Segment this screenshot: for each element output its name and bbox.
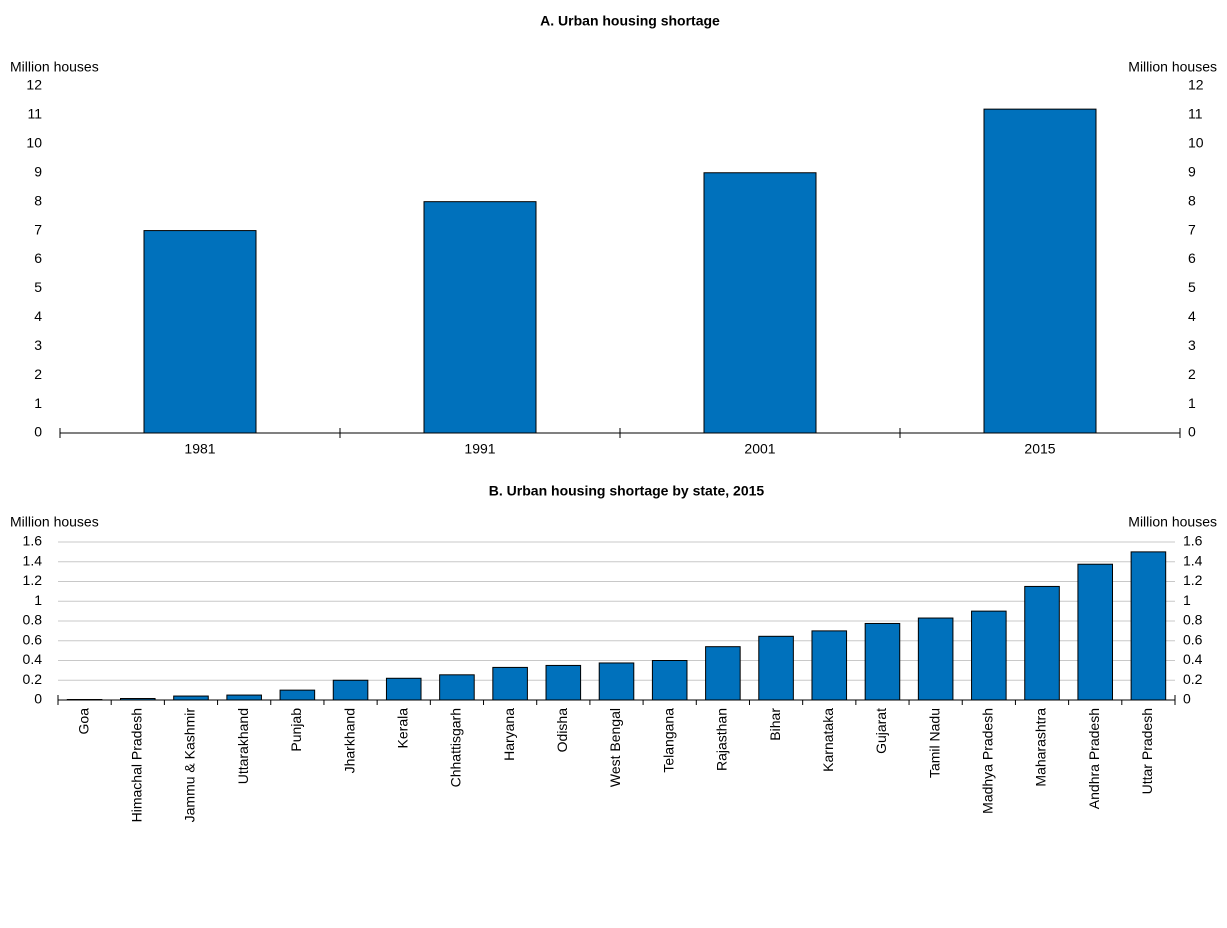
x-tick-label: Madhya Pradesh bbox=[980, 708, 996, 814]
bar bbox=[143, 230, 257, 434]
y-axis-label: Million houses bbox=[10, 59, 99, 75]
y-tick-label: 1.6 bbox=[23, 533, 43, 549]
bar bbox=[651, 660, 688, 701]
bar bbox=[983, 108, 1097, 434]
y2-tick-label: 1 bbox=[1183, 592, 1191, 608]
y-tick-label: 1 bbox=[34, 592, 42, 608]
y2-tick-label: 8 bbox=[1188, 192, 1196, 208]
y2-tick-label: 7 bbox=[1188, 221, 1196, 237]
x-tick-label: Uttar Pradesh bbox=[1139, 708, 1155, 794]
x-tick-label: Bihar bbox=[767, 708, 783, 741]
bar bbox=[811, 630, 848, 701]
y2-tick-label: 0.8 bbox=[1183, 612, 1203, 628]
x-tick-label: 2015 bbox=[1024, 441, 1055, 457]
x-tick-label: 1981 bbox=[184, 441, 215, 457]
y-axis-label: Million houses bbox=[10, 514, 99, 530]
y2-axis-label: Million houses bbox=[1128, 59, 1217, 75]
x-tick-label: Karnataka bbox=[820, 708, 836, 772]
bar bbox=[385, 677, 422, 701]
x-tick-label: Himachal Pradesh bbox=[128, 708, 144, 822]
y2-tick-label: 4 bbox=[1188, 308, 1196, 324]
bar bbox=[864, 622, 901, 701]
y2-tick-label: 0 bbox=[1183, 691, 1191, 707]
bar bbox=[226, 694, 262, 701]
bar bbox=[917, 617, 954, 701]
y2-tick-label: 1.6 bbox=[1183, 533, 1203, 549]
y2-tick-label: 6 bbox=[1188, 250, 1196, 266]
y2-tick-label: 0 bbox=[1188, 424, 1196, 440]
y-tick-label: 1.4 bbox=[23, 552, 43, 568]
bar bbox=[598, 662, 635, 701]
y2-tick-label: 1.4 bbox=[1183, 552, 1203, 568]
y2-tick-label: 11 bbox=[1188, 106, 1203, 122]
x-tick-label: Uttarakhand bbox=[235, 708, 251, 784]
bar bbox=[1130, 551, 1167, 701]
y2-tick-label: 10 bbox=[1188, 135, 1204, 151]
x-tick-label: Jammu & Kashmir bbox=[182, 708, 198, 823]
bar bbox=[492, 666, 528, 701]
bar bbox=[971, 610, 1007, 701]
x-tick-label: Gujarat bbox=[873, 708, 889, 754]
bar bbox=[1024, 585, 1060, 701]
bar bbox=[1077, 563, 1114, 701]
bar bbox=[705, 646, 741, 701]
y-tick-label: 6 bbox=[34, 250, 42, 266]
y-tick-label: 9 bbox=[34, 163, 42, 179]
x-tick-label: Kerala bbox=[394, 708, 410, 749]
y-tick-label: 0.2 bbox=[23, 671, 43, 687]
y-tick-label: 2 bbox=[34, 366, 42, 382]
y2-tick-label: 0.4 bbox=[1183, 651, 1203, 667]
y-tick-label: 0.6 bbox=[23, 631, 43, 647]
x-tick-label: Goa bbox=[75, 708, 91, 735]
y-tick-label: 7 bbox=[34, 221, 42, 237]
y2-tick-label: 5 bbox=[1188, 279, 1196, 295]
y-tick-label: 11 bbox=[27, 106, 42, 122]
x-tick-label: Odisha bbox=[554, 708, 570, 753]
bar bbox=[423, 201, 537, 434]
y2-tick-label: 0.6 bbox=[1183, 631, 1203, 647]
y2-tick-label: 0.2 bbox=[1183, 671, 1203, 687]
y-tick-label: 1.2 bbox=[23, 572, 43, 588]
y-tick-label: 12 bbox=[26, 77, 42, 93]
x-tick-label: 1991 bbox=[464, 441, 495, 457]
bar bbox=[332, 679, 369, 701]
y-tick-label: 1 bbox=[34, 395, 42, 411]
bar bbox=[545, 664, 582, 701]
x-tick-label: Maharashtra bbox=[1033, 708, 1049, 787]
y2-axis-label: Million houses bbox=[1128, 514, 1217, 530]
x-tick-label: Punjab bbox=[288, 708, 304, 752]
bar bbox=[173, 695, 209, 701]
chart-title: B. Urban housing shortage by state, 2015 bbox=[489, 483, 765, 499]
y2-tick-label: 1 bbox=[1188, 395, 1196, 411]
y2-tick-label: 1.2 bbox=[1183, 572, 1203, 588]
y2-tick-label: 12 bbox=[1188, 77, 1204, 93]
y-tick-label: 0 bbox=[34, 691, 42, 707]
bar bbox=[279, 689, 316, 701]
y-tick-label: 8 bbox=[34, 192, 42, 208]
x-tick-label: Chhattisgarh bbox=[448, 708, 464, 787]
x-tick-label: Telangana bbox=[660, 708, 676, 773]
y2-tick-label: 9 bbox=[1188, 163, 1196, 179]
y-tick-label: 5 bbox=[34, 279, 42, 295]
y-tick-label: 0.8 bbox=[23, 612, 43, 628]
x-tick-label: West Bengal bbox=[607, 708, 623, 787]
y-tick-label: 10 bbox=[26, 135, 42, 151]
x-tick-label: Rajasthan bbox=[714, 708, 730, 771]
bar bbox=[439, 674, 475, 701]
y2-tick-label: 3 bbox=[1188, 337, 1196, 353]
bar bbox=[758, 635, 794, 701]
x-tick-label: Tamil Nadu bbox=[926, 708, 942, 778]
x-tick-label: 2001 bbox=[744, 441, 775, 457]
y-tick-label: 0.4 bbox=[23, 651, 43, 667]
y2-tick-label: 2 bbox=[1188, 366, 1196, 382]
x-tick-label: Haryana bbox=[501, 708, 517, 761]
x-tick-label: Jharkhand bbox=[341, 708, 357, 773]
y-tick-label: 3 bbox=[34, 337, 42, 353]
chart-title: A. Urban housing shortage bbox=[540, 13, 720, 29]
y-tick-label: 4 bbox=[34, 308, 42, 324]
x-tick-label: Andhra Pradesh bbox=[1086, 708, 1102, 809]
y-tick-label: 0 bbox=[34, 424, 42, 440]
bar bbox=[703, 172, 817, 434]
